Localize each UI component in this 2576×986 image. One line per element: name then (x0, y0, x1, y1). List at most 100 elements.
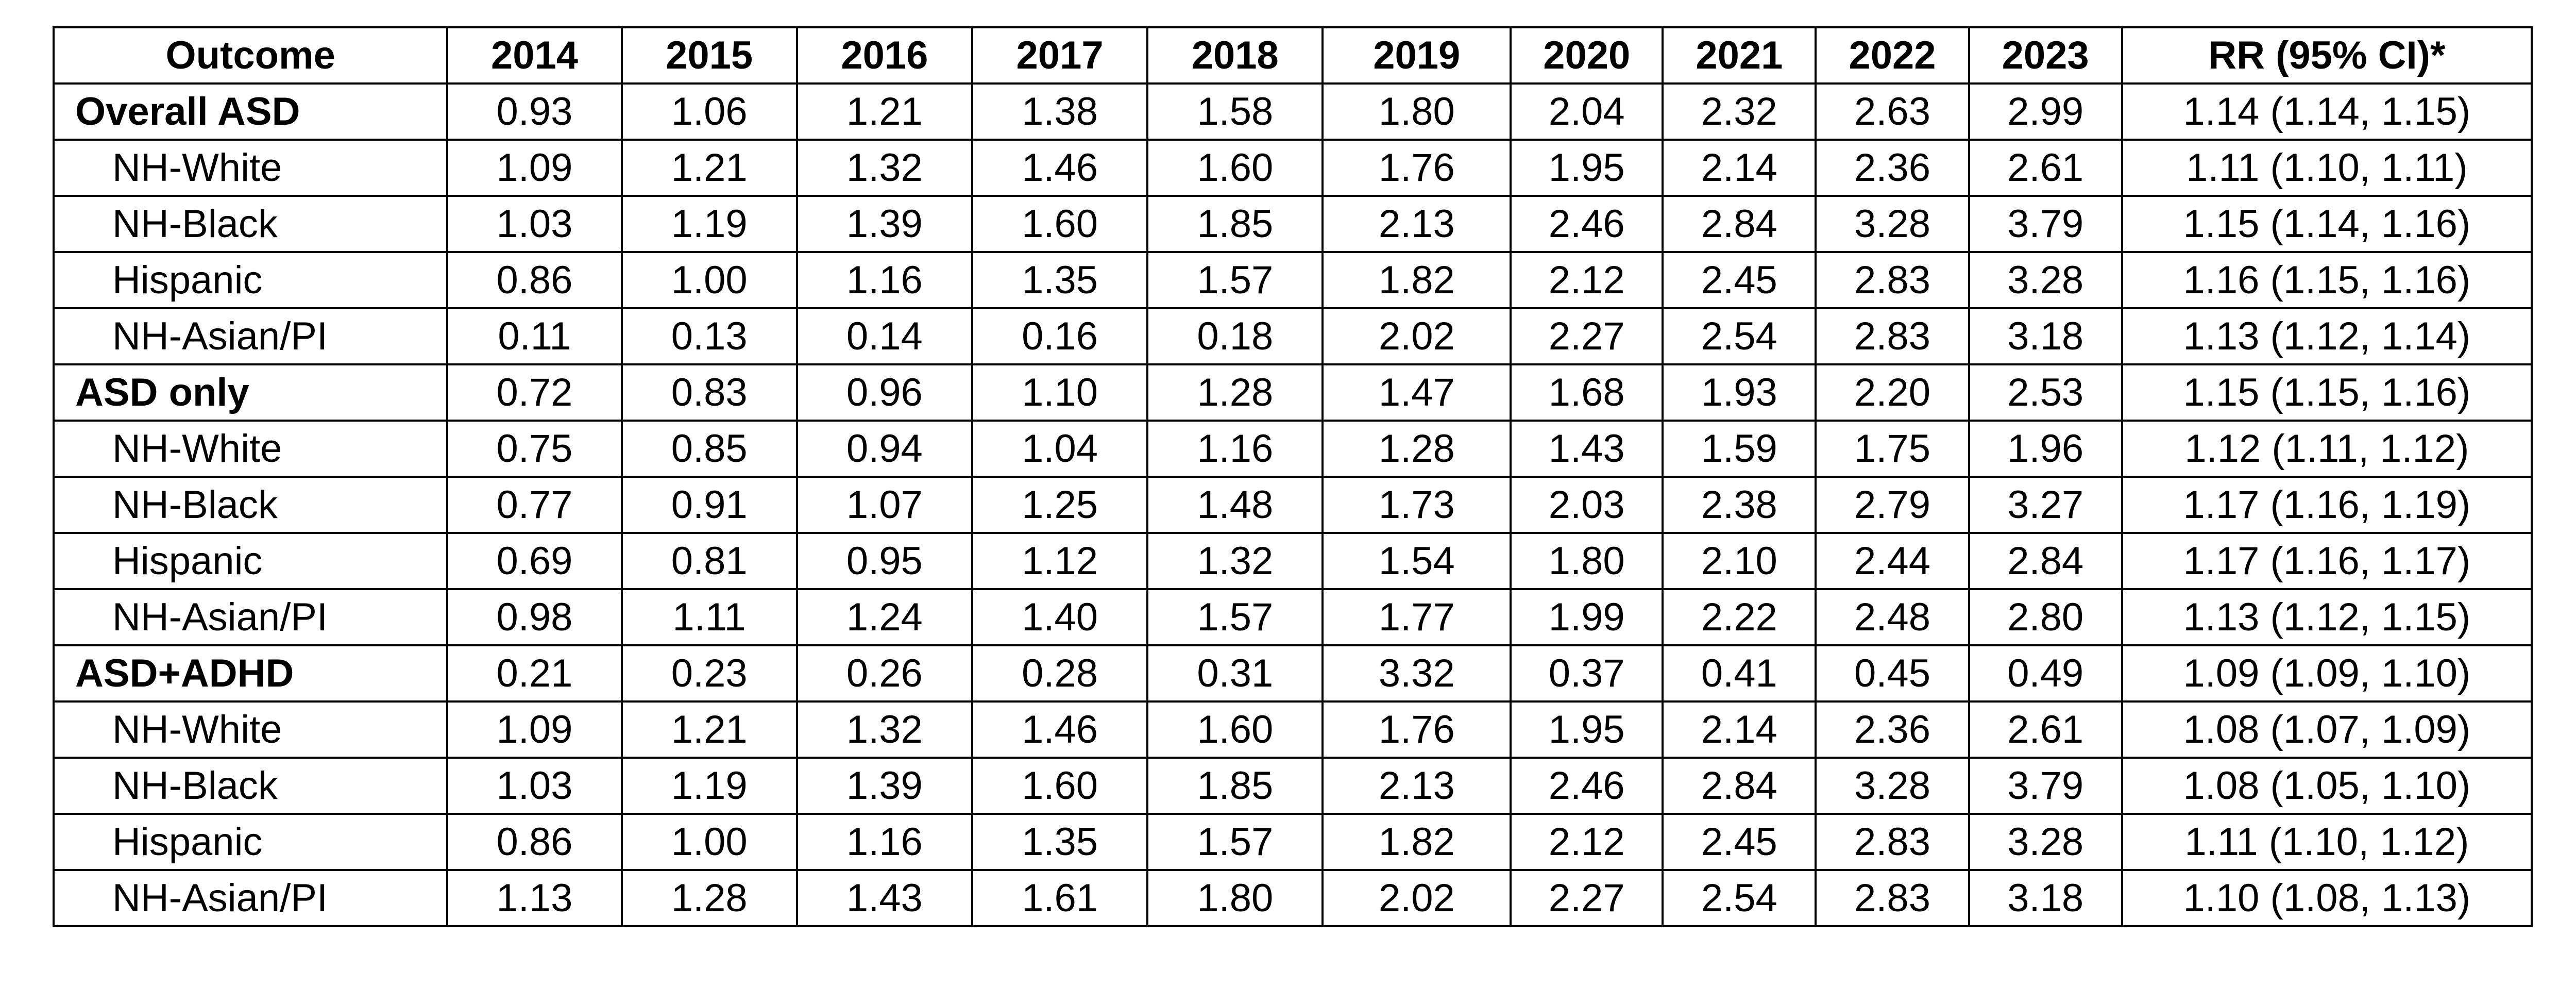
rate-cell: 3.28 (1815, 757, 1970, 815)
rate-cell: 1.28 (620, 869, 798, 927)
rate-cell: 1.80 (1146, 869, 1324, 927)
rate-cell: 3.28 (1968, 813, 2123, 871)
rate-cell: 1.43 (1510, 420, 1664, 478)
table-row: NH-Black 1.03 1.19 1.39 1.60 1.85 2.13 2.46 2.84… (52, 757, 2533, 815)
subgroup-label: NH-Black (52, 476, 449, 534)
rate-cell: 1.57 (1146, 251, 1324, 309)
rate-cell: 1.39 (795, 195, 973, 253)
rate-cell: 1.21 (620, 139, 798, 197)
rate-cell: 1.60 (971, 195, 1149, 253)
column-header-2023: 2023 (1968, 26, 2123, 85)
rate-cell: 1.35 (971, 813, 1149, 871)
table-row: NH-White 1.09 1.21 1.32 1.46 1.60 1.76 1.95 2.14… (52, 139, 2533, 197)
rate-cell: 1.61 (971, 869, 1149, 927)
table-row: NH-Asian/PI 1.13 1.28 1.43 1.61 1.80 2.02 2.27 2… (52, 869, 2533, 927)
rate-cell: 1.75 (1815, 420, 1970, 478)
rate-ratio-cell: 1.08 (1.07, 1.09) (2121, 700, 2533, 759)
rate-cell: 3.79 (1968, 195, 2123, 253)
subgroup-label: NH-Asian/PI (52, 869, 449, 927)
rate-cell: 2.54 (1662, 307, 1817, 365)
rate-ratio-cell: 1.15 (1.14, 1.16) (2121, 195, 2533, 253)
rate-cell: 1.10 (971, 363, 1149, 422)
rate-cell: 1.48 (1146, 476, 1324, 534)
rate-cell: 2.84 (1662, 195, 1817, 253)
column-header-2020: 2020 (1510, 26, 1664, 85)
table-body: Overall ASD 0.93 1.06 1.21 1.38 1.58 1.80 2.04 2… (52, 82, 2533, 927)
column-header-2019: 2019 (1321, 26, 1512, 85)
rate-cell: 1.95 (1510, 700, 1664, 759)
subgroup-label: Hispanic (52, 532, 449, 590)
column-header-2015: 2015 (620, 26, 798, 85)
rate-ratio-cell: 1.08 (1.05, 1.10) (2121, 757, 2533, 815)
rate-cell: 0.26 (795, 644, 973, 703)
rate-cell: 1.85 (1146, 195, 1324, 253)
rate-cell: 2.44 (1815, 532, 1970, 590)
rate-cell: 3.79 (1968, 757, 2123, 815)
rate-cell: 1.58 (1146, 82, 1324, 141)
rate-ratio-cell: 1.12 (1.11, 1.12) (2121, 420, 2533, 478)
rate-cell: 2.84 (1662, 757, 1817, 815)
rate-cell: 1.60 (1146, 139, 1324, 197)
rate-cell: 1.46 (971, 700, 1149, 759)
rate-cell: 1.16 (795, 251, 973, 309)
rate-cell: 2.20 (1815, 363, 1970, 422)
rate-cell: 1.80 (1321, 82, 1512, 141)
rate-cell: 1.32 (795, 700, 973, 759)
column-header-rate-ratio: RR (95% CI)* (2121, 26, 2533, 85)
rate-cell: 3.28 (1968, 251, 2123, 309)
rate-cell: 1.19 (620, 757, 798, 815)
rate-cell: 0.69 (446, 532, 623, 590)
column-header-2021: 2021 (1662, 26, 1817, 85)
rate-cell: 2.32 (1662, 82, 1817, 141)
rate-cell: 0.86 (446, 251, 623, 309)
outcome-group-label: ASD only (52, 363, 449, 422)
subgroup-label: NH-Black (52, 757, 449, 815)
rate-cell: 2.83 (1815, 869, 1970, 927)
rate-cell: 0.93 (446, 82, 623, 141)
column-header-2017: 2017 (971, 26, 1149, 85)
rate-cell: 0.31 (1146, 644, 1324, 703)
column-header-2018: 2018 (1146, 26, 1324, 85)
rate-cell: 1.95 (1510, 139, 1664, 197)
rate-cell: 2.79 (1815, 476, 1970, 534)
rate-cell: 3.18 (1968, 307, 2123, 365)
table-row: Hispanic 0.69 0.81 0.95 1.12 1.32 1.54 1.80 2.10… (52, 532, 2533, 590)
rate-cell: 1.19 (620, 195, 798, 253)
rate-cell: 1.21 (620, 700, 798, 759)
rate-cell: 1.12 (971, 532, 1149, 590)
rate-cell: 2.63 (1815, 82, 1970, 141)
rate-cell: 3.27 (1968, 476, 2123, 534)
rate-cell: 2.04 (1510, 82, 1664, 141)
rate-cell: 2.61 (1968, 700, 2123, 759)
rate-cell: 1.93 (1662, 363, 1817, 422)
rate-cell: 0.11 (446, 307, 623, 365)
rate-cell: 1.11 (620, 588, 798, 646)
rate-cell: 1.68 (1510, 363, 1664, 422)
rate-ratio-cell: 1.09 (1.09, 1.10) (2121, 644, 2533, 703)
table-row: NH-Black 0.77 0.91 1.07 1.25 1.48 1.73 2.03 2.38… (52, 476, 2533, 534)
rate-cell: 0.21 (446, 644, 623, 703)
rate-cell: 1.35 (971, 251, 1149, 309)
subgroup-label: NH-White (52, 700, 449, 759)
rate-ratio-cell: 1.15 (1.15, 1.16) (2121, 363, 2533, 422)
table-row: NH-Asian/PI 0.98 1.11 1.24 1.40 1.57 1.77 1.99 2… (52, 588, 2533, 646)
rate-cell: 1.28 (1146, 363, 1324, 422)
rate-cell: 0.18 (1146, 307, 1324, 365)
table-row: Hispanic 0.86 1.00 1.16 1.35 1.57 1.82 2.12 2.45… (52, 813, 2533, 871)
subgroup-label: Hispanic (52, 813, 449, 871)
rate-cell: 1.57 (1146, 588, 1324, 646)
rate-ratio-cell: 1.14 (1.14, 1.15) (2121, 82, 2533, 141)
rate-cell: 1.82 (1321, 251, 1512, 309)
rate-cell: 0.98 (446, 588, 623, 646)
rate-cell: 2.02 (1321, 307, 1512, 365)
column-header-2014: 2014 (446, 26, 623, 85)
rate-cell: 2.13 (1321, 757, 1512, 815)
rate-cell: 2.54 (1662, 869, 1817, 927)
rate-cell: 1.24 (795, 588, 973, 646)
rate-ratio-cell: 1.13 (1.12, 1.15) (2121, 588, 2533, 646)
rate-cell: 1.00 (620, 251, 798, 309)
table-row: NH-White 1.09 1.21 1.32 1.46 1.60 1.76 1.95 2.14… (52, 700, 2533, 759)
column-header-2022: 2022 (1815, 26, 1970, 85)
rate-cell: 1.09 (446, 139, 623, 197)
rate-cell: 1.03 (446, 195, 623, 253)
